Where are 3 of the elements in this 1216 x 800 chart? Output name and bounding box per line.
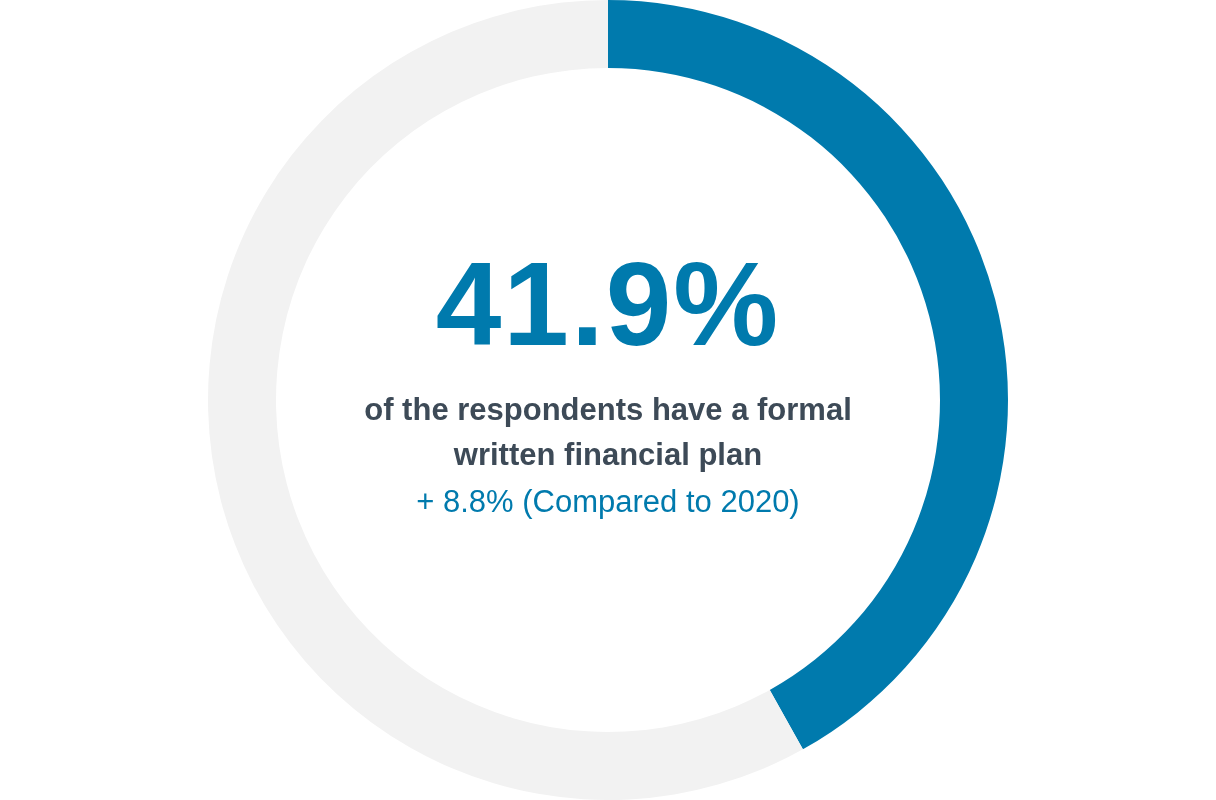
- text: + 8.8% (Compared to 2020): [415, 482, 801, 521]
- text: of the respondents have a formal written financial plan: [363, 390, 853, 474]
- data-label: 41.9%: [434, 238, 782, 370]
